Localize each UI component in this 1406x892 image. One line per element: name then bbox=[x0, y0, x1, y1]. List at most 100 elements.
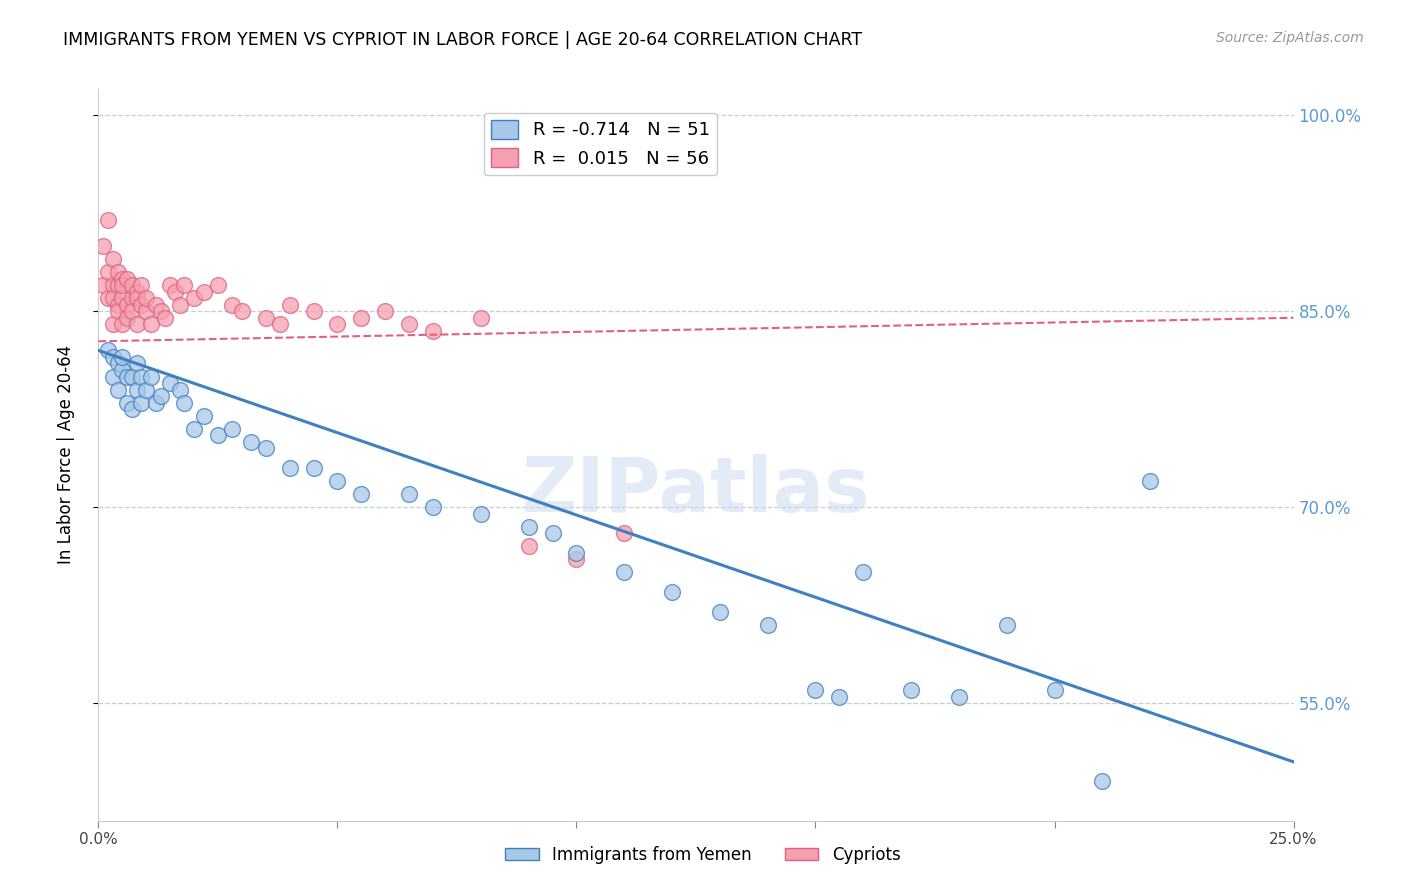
Point bbox=[97, 343, 120, 358]
Point bbox=[125, 291, 148, 305]
Point bbox=[1091, 774, 1114, 789]
Point bbox=[302, 304, 325, 318]
Point bbox=[135, 383, 157, 397]
Point bbox=[852, 566, 875, 580]
Point bbox=[121, 402, 143, 417]
Point bbox=[422, 500, 444, 515]
Legend: R = -0.714   N = 51, R =  0.015   N = 56: R = -0.714 N = 51, R = 0.015 N = 56 bbox=[484, 113, 717, 175]
Point bbox=[221, 422, 243, 436]
Point bbox=[565, 552, 588, 566]
Point bbox=[111, 291, 134, 305]
Point bbox=[155, 310, 177, 325]
Point bbox=[107, 304, 129, 318]
Point bbox=[1139, 474, 1161, 488]
Point bbox=[145, 395, 167, 409]
Point bbox=[149, 389, 172, 403]
Point bbox=[470, 507, 492, 521]
Point bbox=[661, 585, 683, 599]
Point bbox=[115, 310, 138, 325]
Point bbox=[97, 291, 120, 305]
Point bbox=[163, 285, 186, 299]
Point bbox=[101, 278, 124, 293]
Point bbox=[169, 298, 191, 312]
Point bbox=[193, 285, 215, 299]
Point bbox=[125, 318, 148, 332]
Point bbox=[207, 428, 229, 442]
Point bbox=[278, 461, 301, 475]
Point bbox=[101, 291, 124, 305]
Text: ZIPatlas: ZIPatlas bbox=[522, 455, 870, 528]
Point bbox=[374, 304, 396, 318]
Point bbox=[107, 298, 129, 312]
Y-axis label: In Labor Force | Age 20-64: In Labor Force | Age 20-64 bbox=[56, 345, 75, 565]
Point bbox=[121, 278, 143, 293]
Point bbox=[398, 318, 420, 332]
Point bbox=[131, 278, 153, 293]
Point bbox=[101, 369, 124, 384]
Point bbox=[995, 617, 1018, 632]
Point bbox=[111, 318, 134, 332]
Point bbox=[269, 318, 291, 332]
Point bbox=[121, 304, 143, 318]
Point bbox=[101, 350, 124, 364]
Point bbox=[350, 310, 373, 325]
Point bbox=[111, 350, 134, 364]
Point bbox=[145, 298, 167, 312]
Point bbox=[613, 526, 636, 541]
Point bbox=[398, 487, 420, 501]
Legend: Immigrants from Yemen, Cypriots: Immigrants from Yemen, Cypriots bbox=[499, 839, 907, 871]
Point bbox=[193, 409, 215, 423]
Point bbox=[115, 271, 138, 285]
Point bbox=[115, 298, 138, 312]
Point bbox=[350, 487, 373, 501]
Point bbox=[97, 265, 120, 279]
Point bbox=[278, 298, 301, 312]
Point bbox=[125, 356, 148, 371]
Point bbox=[139, 318, 162, 332]
Point bbox=[131, 395, 153, 409]
Point bbox=[121, 369, 143, 384]
Point bbox=[470, 310, 492, 325]
Point bbox=[159, 278, 181, 293]
Point bbox=[326, 474, 349, 488]
Point bbox=[302, 461, 325, 475]
Point bbox=[101, 318, 124, 332]
Point bbox=[107, 383, 129, 397]
Point bbox=[173, 395, 195, 409]
Point bbox=[207, 278, 229, 293]
Point bbox=[107, 278, 129, 293]
Point bbox=[221, 298, 243, 312]
Point bbox=[231, 304, 253, 318]
Point bbox=[91, 239, 114, 253]
Point bbox=[111, 363, 134, 377]
Point bbox=[254, 442, 277, 456]
Point bbox=[121, 291, 143, 305]
Point bbox=[101, 252, 124, 266]
Point bbox=[1043, 683, 1066, 698]
Point bbox=[565, 546, 588, 560]
Point bbox=[111, 278, 134, 293]
Point bbox=[91, 278, 114, 293]
Point bbox=[804, 683, 827, 698]
Point bbox=[254, 310, 277, 325]
Point bbox=[97, 212, 120, 227]
Point bbox=[125, 383, 148, 397]
Point bbox=[149, 304, 172, 318]
Point bbox=[709, 605, 731, 619]
Point bbox=[159, 376, 181, 390]
Point bbox=[107, 265, 129, 279]
Point bbox=[517, 539, 540, 553]
Point bbox=[135, 291, 157, 305]
Point bbox=[139, 369, 162, 384]
Point bbox=[115, 369, 138, 384]
Point bbox=[422, 324, 444, 338]
Point bbox=[326, 318, 349, 332]
Point bbox=[183, 422, 205, 436]
Point bbox=[517, 520, 540, 534]
Point bbox=[240, 434, 263, 449]
Point bbox=[756, 617, 779, 632]
Point bbox=[541, 526, 564, 541]
Point bbox=[183, 291, 205, 305]
Point bbox=[107, 356, 129, 371]
Point bbox=[131, 298, 153, 312]
